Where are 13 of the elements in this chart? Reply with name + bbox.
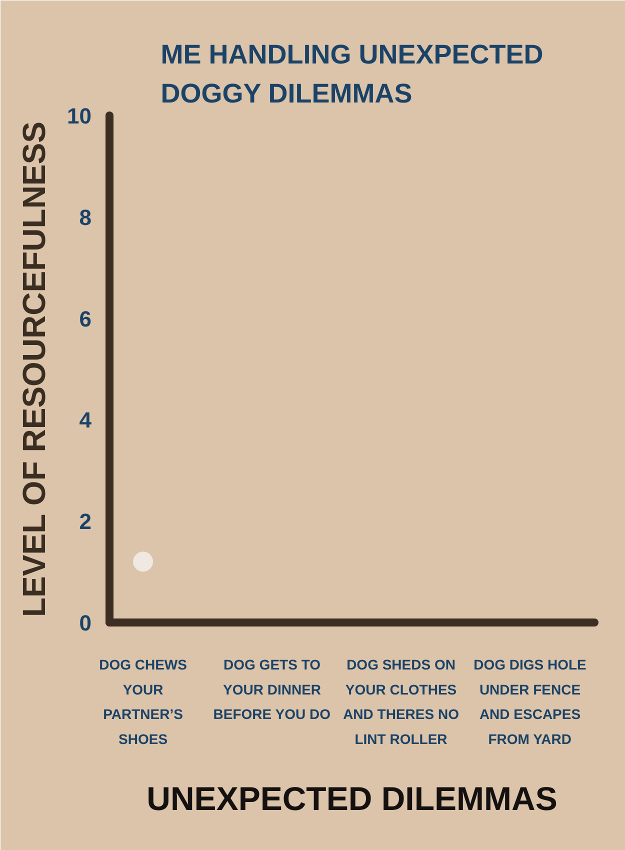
- y-tick-label: 0: [79, 610, 92, 636]
- y-tick-label: 10: [67, 104, 92, 128]
- y-tick-label: 2: [79, 509, 92, 534]
- y-tick-label: 8: [79, 204, 92, 230]
- chart-title: ME HANDLING UNEXPECTED DOGGY DILEMMAS: [160, 40, 544, 108]
- y-tick-label: 4: [79, 408, 92, 433]
- x-axis-title: UNEXPECTED DILEMMAS: [146, 780, 558, 817]
- x-tick-label: DOG DIGS HOLE UNDER FENCE AND ESCAPES FROM YARD: [474, 656, 586, 747]
- y-axis-title: LEVEL OF RESOURCEFULNESS: [16, 122, 52, 618]
- y-tick-label: 6: [79, 306, 92, 332]
- x-tick-label: DOG CHEWS YOUR PARTNER’S SHOES: [99, 656, 187, 747]
- x-tick-label: DOG GETS TO YOUR DINNER BEFORE YOU DO: [213, 656, 331, 722]
- x-tick-label: DOG SHEDS ON YOUR CLOTHES AND THERES NO LINT ROLLER: [343, 656, 460, 747]
